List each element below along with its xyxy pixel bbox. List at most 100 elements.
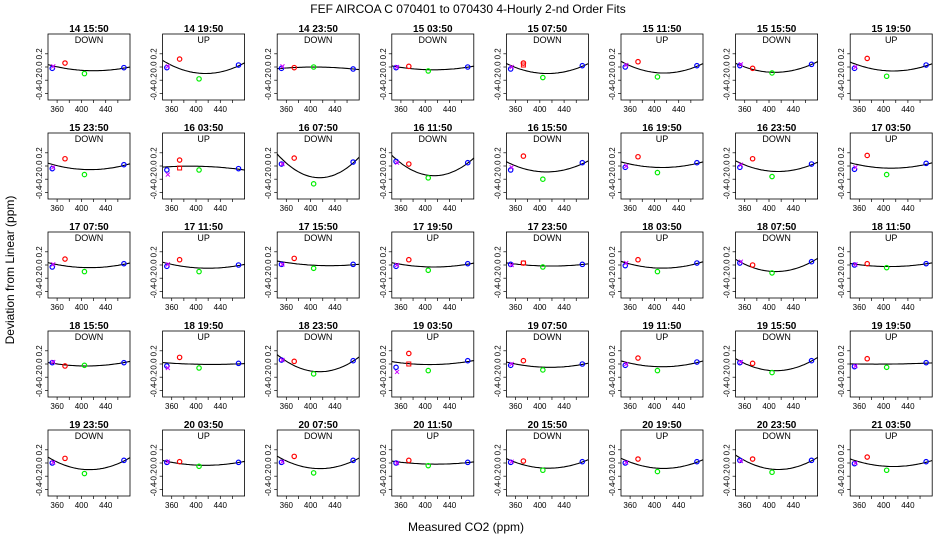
- panel-direction-label: DOWN: [304, 431, 333, 441]
- magenta-cross: [853, 261, 858, 267]
- standard-point-4: [350, 261, 356, 268]
- panel-title: 15 07:50: [528, 24, 568, 35]
- y-tick-label: 0.2: [379, 246, 388, 258]
- x-tick-label: 360: [50, 501, 64, 510]
- x-tick-label: 440: [672, 204, 686, 213]
- magenta-cross: [853, 363, 858, 369]
- panel-direction-label: UP: [197, 233, 210, 243]
- red-square: [406, 361, 412, 367]
- y-tick-label: 0.0: [608, 61, 617, 73]
- magenta-cross: [623, 163, 629, 169]
- standard-point-3: [654, 74, 661, 80]
- panel-title: 20 23:50: [757, 420, 797, 431]
- x-tick-label: 400: [75, 501, 89, 510]
- standard-point-3: [196, 76, 202, 82]
- magenta-cross: [394, 262, 400, 268]
- standard-point-3: [81, 70, 88, 77]
- y-tick-label: -0.4: [837, 284, 846, 298]
- standard-point-4: [235, 459, 242, 466]
- fit-curve: [735, 454, 818, 471]
- panel-title: 20 19:50: [642, 420, 682, 431]
- x-tick-label: 360: [50, 303, 64, 312]
- y-tick-label: 0.0: [35, 160, 44, 172]
- panel-direction-label: DOWN: [762, 35, 791, 45]
- standard-point-3: [769, 70, 775, 76]
- standard-point-2: [62, 155, 68, 162]
- y-tick-label: -0.2: [150, 370, 159, 384]
- fit-curve: [506, 458, 589, 469]
- magenta-cross: [394, 460, 400, 466]
- y-tick-label: 0.0: [608, 358, 617, 370]
- y-tick-label: 0.2: [493, 147, 502, 159]
- y-tick-label: -0.2: [493, 271, 502, 285]
- x-tick-label: 360: [623, 501, 637, 510]
- y-tick-label: -0.2: [264, 469, 273, 483]
- panel-title: 18 03:50: [642, 222, 682, 233]
- panel-title: 15 15:50: [757, 24, 797, 35]
- panel-direction-label: UP: [197, 134, 210, 144]
- panel-direction-label: DOWN: [304, 332, 333, 342]
- fit-curve: [277, 66, 360, 71]
- magenta-cross: [50, 459, 56, 465]
- fit-curve: [276, 455, 360, 470]
- y-tick-label: 0.2: [837, 147, 846, 159]
- x-tick-label: 360: [280, 501, 294, 510]
- fit-curve: [47, 360, 131, 367]
- fit-curve: [620, 161, 704, 169]
- panel-direction-label: DOWN: [533, 332, 562, 342]
- fit-curve: [47, 262, 131, 269]
- standard-point-2: [62, 363, 68, 369]
- panel-title: 15 11:50: [643, 24, 682, 35]
- standard-point-3: [540, 264, 546, 270]
- x-tick-label: 360: [50, 402, 64, 411]
- standard-point-4: [350, 159, 356, 165]
- x-axis-label: Measured CO2 (ppm): [408, 520, 524, 534]
- x-tick-label: 440: [443, 303, 457, 312]
- x-tick-label: 400: [648, 204, 662, 213]
- y-tick-label: -0.4: [35, 284, 44, 298]
- standard-point-4: [923, 359, 929, 366]
- standard-point-4: [579, 458, 586, 465]
- x-tick-label: 400: [533, 501, 547, 510]
- y-tick-label: -0.4: [723, 284, 732, 298]
- y-tick-label: 0.0: [35, 61, 44, 73]
- standard-point-2: [406, 350, 412, 357]
- y-tick-label: 0.2: [264, 48, 273, 60]
- panel-title: 18 23:50: [298, 321, 338, 332]
- panel-title: 14 23:50: [298, 24, 338, 35]
- y-tick-label: -0.4: [723, 86, 732, 100]
- y-tick-label: 0.0: [723, 259, 732, 271]
- x-tick-label: 400: [75, 105, 89, 114]
- x-tick-label: 360: [738, 105, 752, 114]
- x-tick-label: 440: [557, 402, 571, 411]
- standard-point-2: [62, 455, 68, 462]
- y-tick-label: -0.2: [379, 73, 388, 87]
- panel-title: 19 15:50: [757, 321, 797, 332]
- panel-direction-label: UP: [197, 431, 210, 441]
- x-tick-label: 440: [557, 105, 571, 114]
- x-tick-label: 400: [419, 402, 433, 411]
- y-tick-label: 0.2: [723, 48, 732, 60]
- panel-direction-label: DOWN: [533, 134, 562, 144]
- y-tick-label: -0.2: [264, 73, 273, 87]
- y-tick-label: 0.0: [723, 160, 732, 172]
- y-tick-label: -0.2: [837, 73, 846, 87]
- x-tick-label: 360: [509, 105, 523, 114]
- standard-point-3: [769, 369, 775, 376]
- y-tick-label: -0.2: [608, 370, 617, 384]
- y-tick-label: -0.4: [264, 185, 273, 199]
- panel-title: 19 23:50: [69, 420, 109, 431]
- standard-point-4: [464, 357, 471, 364]
- x-tick-label: 360: [623, 105, 637, 114]
- y-tick-label: 0.0: [150, 259, 159, 271]
- panel-title: 16 03:50: [184, 123, 224, 134]
- y-tick-label: -0.4: [723, 482, 732, 496]
- y-tick-label: -0.4: [493, 284, 502, 298]
- standard-point-3: [310, 371, 317, 377]
- y-tick-label: 0.2: [35, 246, 44, 258]
- y-tick-label: 0.0: [493, 358, 502, 370]
